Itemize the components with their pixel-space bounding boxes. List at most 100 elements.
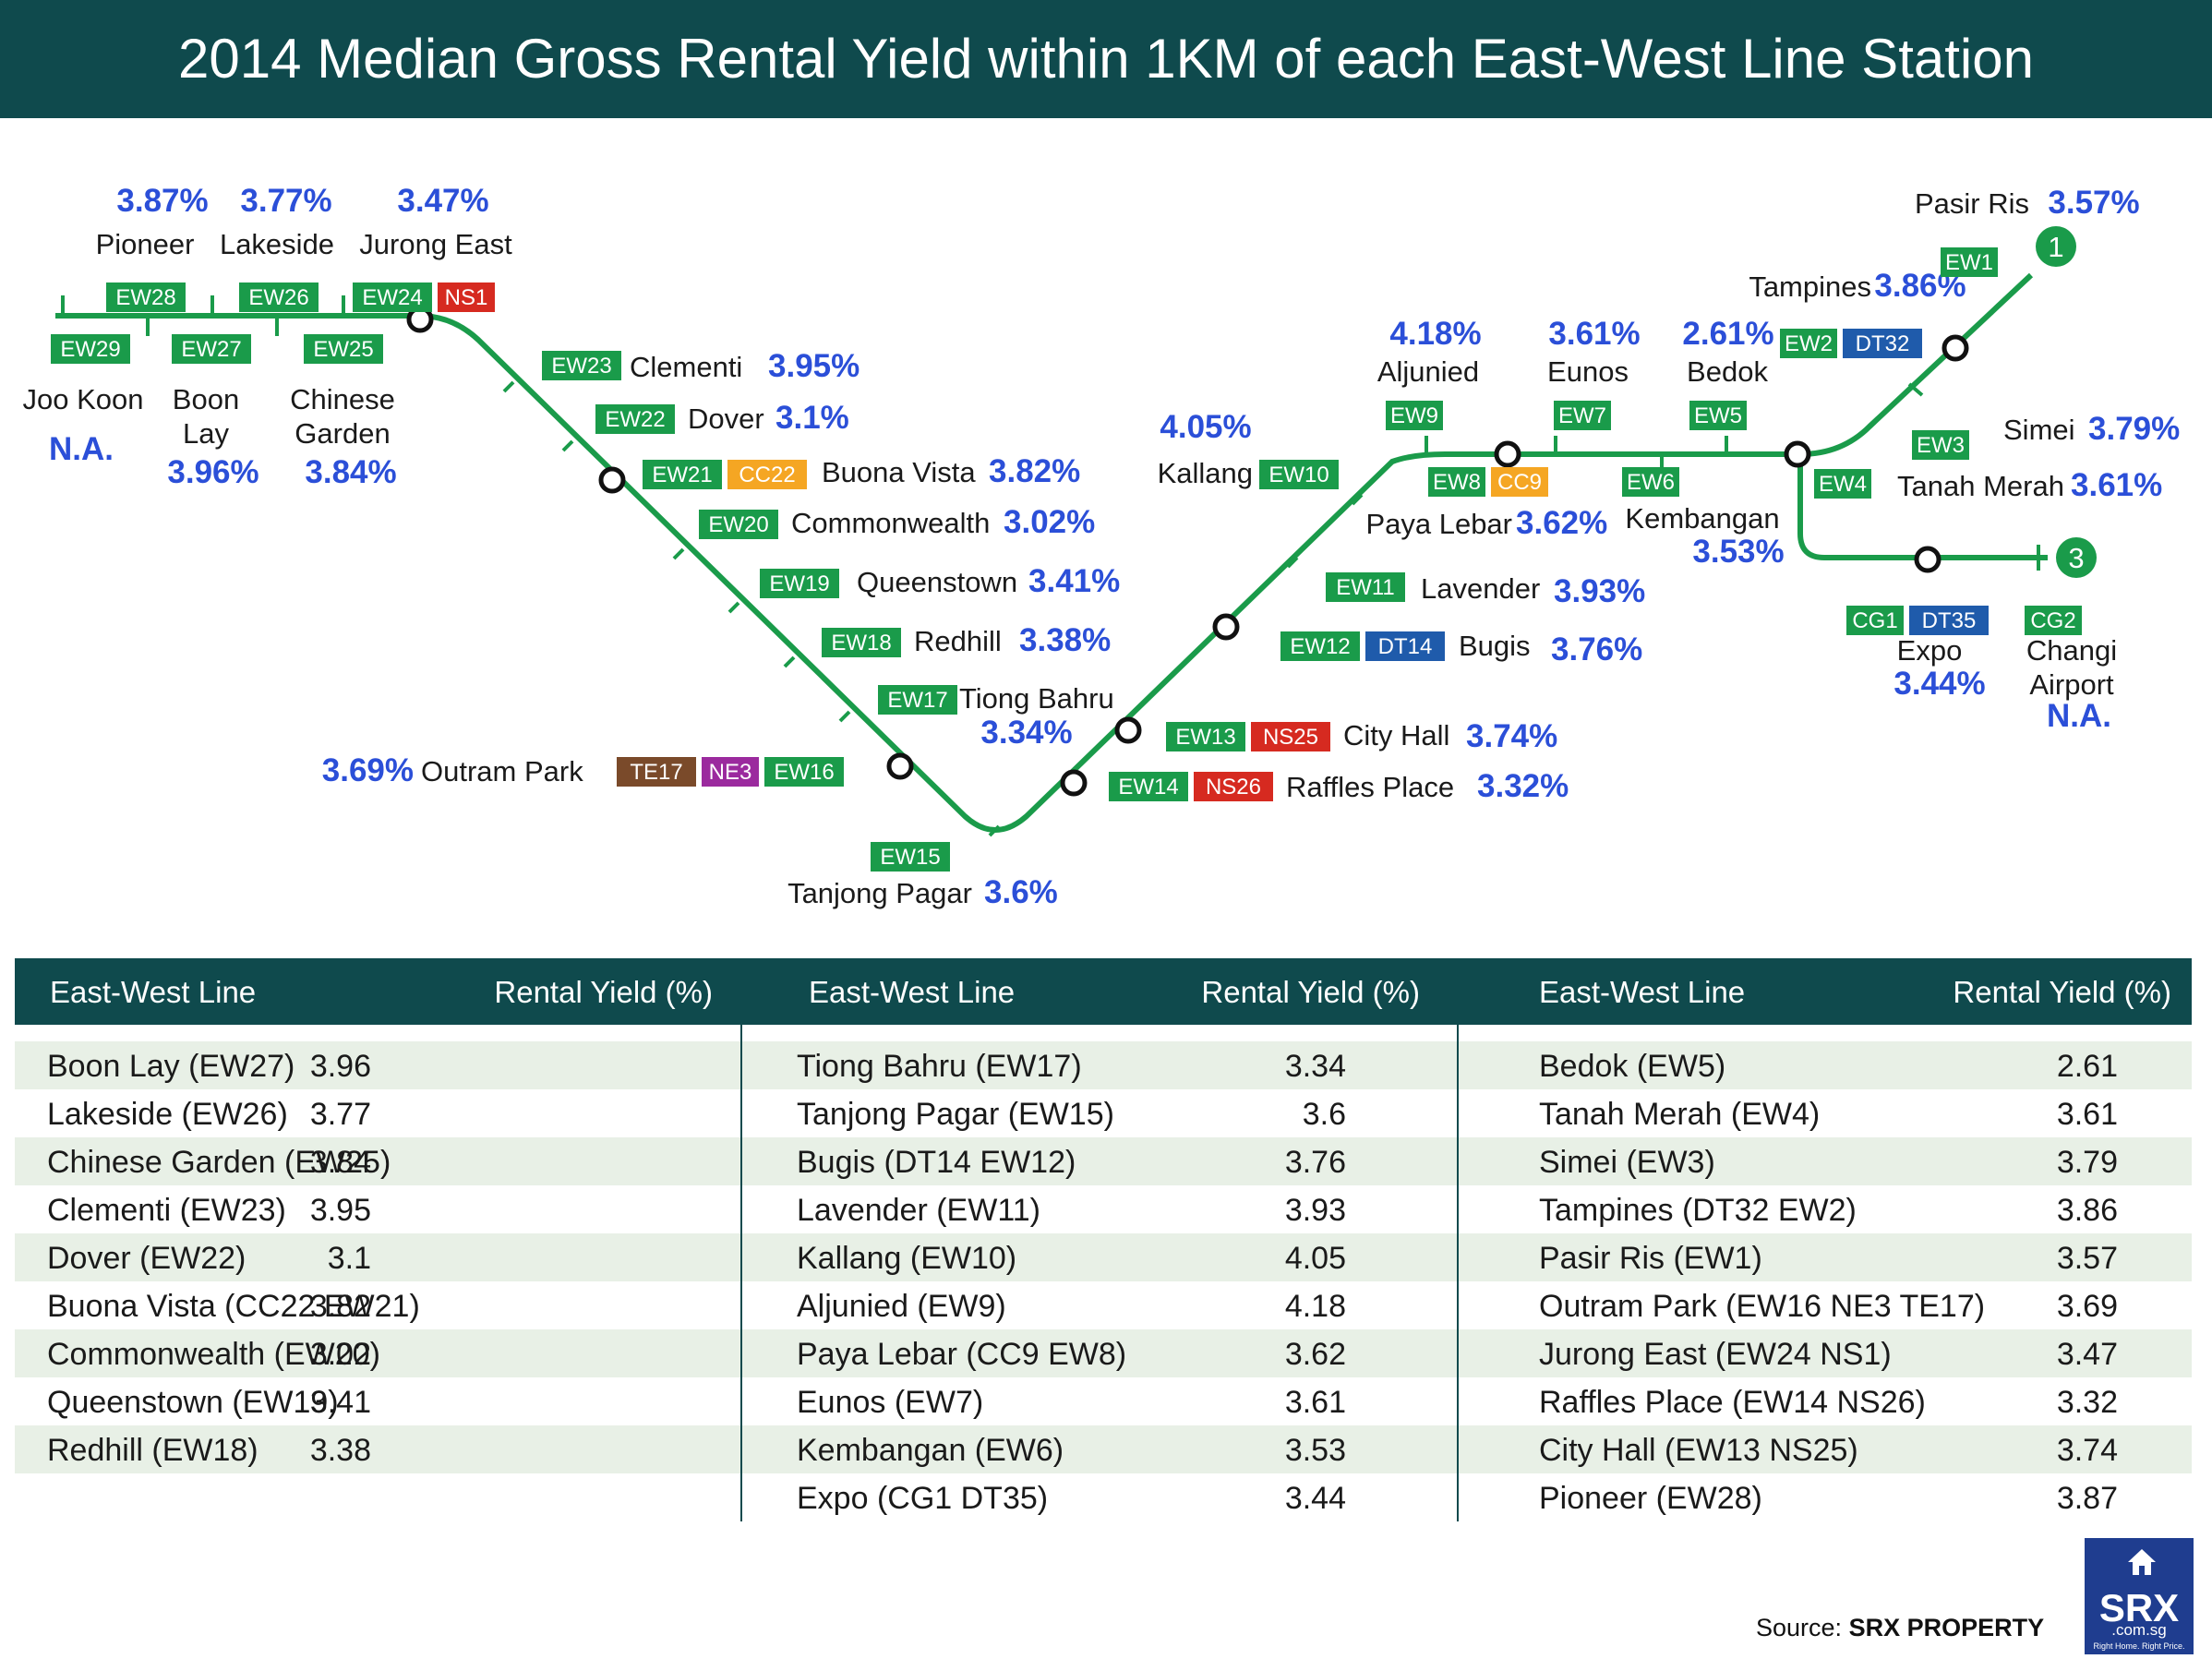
- station-yield: 3.79%: [2088, 411, 2180, 447]
- header-yield: Rental Yield (%): [494, 975, 713, 1009]
- station-name: Redhill: [914, 625, 1002, 657]
- line-code-text: EW10: [1268, 463, 1328, 487]
- yield-table: East-West Line Rental Yield (%) East-West …: [15, 958, 2192, 1521]
- cell-station: Tiong Bahru (EW17): [797, 1049, 1082, 1084]
- line-code-badge: EW9: [1386, 401, 1443, 430]
- station-name: Outram Park: [421, 755, 583, 787]
- line-code-badge: CC22: [727, 460, 807, 489]
- line-code-badge: EW26: [239, 283, 319, 312]
- station-jurong-east: EW24 NS1 Jurong East 3.47%: [353, 183, 512, 312]
- line-code-badge: EW6: [1622, 467, 1679, 497]
- cell-station: Chinese Garden (EW25): [47, 1145, 391, 1180]
- interchange-city-hall: [1114, 716, 1142, 744]
- line-code-badge: EW10: [1259, 460, 1339, 489]
- line-code-badge: EW24: [353, 283, 432, 312]
- cell-yield: 3.95: [309, 1193, 371, 1228]
- station-simei: EW3 Simei 3.79%: [1912, 411, 2180, 460]
- line-code-text: EW12: [1290, 634, 1350, 659]
- cell-yield: 3.02: [309, 1337, 371, 1372]
- cell-yield: 3.34: [1284, 1049, 1346, 1084]
- station-yield: 3.1%: [775, 400, 849, 436]
- station-yield: 3.76%: [1551, 631, 1642, 667]
- station-tick: [838, 710, 851, 723]
- station-expo: [1914, 546, 1942, 573]
- station-tanah-merah: EW4 Tanah Merah 3.61%: [1814, 467, 2162, 503]
- line-code-text: EW29: [60, 337, 120, 362]
- table-cell: Queenstown (EW19) 3.41: [15, 1377, 740, 1425]
- ew-line-path: [55, 272, 2034, 833]
- station-clementi: EW23 Clementi 3.95%: [542, 348, 860, 384]
- station-yield: 3.77%: [240, 183, 331, 219]
- station-name: Lay: [183, 417, 229, 450]
- line-code-text: EW25: [313, 337, 373, 362]
- line-code-text: EW4: [1819, 472, 1867, 497]
- line-code-text: NS1: [445, 285, 488, 310]
- cell-station: Pasir Ris (EW1): [1539, 1241, 1762, 1276]
- station-city-hall: EW13 NS25 City Hall 3.74%: [1166, 718, 1557, 754]
- line-code-text: CC9: [1497, 470, 1542, 495]
- station-tick: [727, 601, 740, 614]
- table-cell: Redhill (EW18) 3.38: [15, 1425, 740, 1473]
- station-yield: 3.87%: [116, 183, 208, 219]
- line-code-text: EW5: [1694, 403, 1742, 428]
- line-code-badge: DT32: [1843, 329, 1922, 358]
- station-name: Eunos: [1547, 355, 1629, 388]
- station-yield: 3.38%: [1019, 622, 1111, 658]
- station-yield: 3.74%: [1466, 718, 1557, 754]
- station-tick: [1286, 556, 1299, 569]
- line-code-badge: EW12: [1280, 631, 1360, 661]
- line-code-text: EW18: [831, 631, 891, 655]
- header-line: East-West Line: [50, 975, 257, 1009]
- station-yield: 3.6%: [984, 874, 1058, 910]
- table-row: Dover (EW22) 3.1 Kallang (EW10) 4.05 Pasir R…: [15, 1233, 2192, 1281]
- cell-yield: 2.61: [2056, 1049, 2118, 1084]
- station-tick: [502, 380, 515, 393]
- station-name: Changi: [2026, 634, 2117, 667]
- line-code-text: NS25: [1263, 725, 1318, 750]
- cell-station: Buona Vista (CC22 EW21): [47, 1289, 420, 1324]
- station-yield: 3.57%: [2048, 185, 2139, 221]
- line-code-badge: DT14: [1365, 631, 1445, 661]
- source-prefix: Source:: [1756, 1614, 1843, 1641]
- line-code-text: EW1: [1945, 250, 1993, 275]
- cell-station: City Hall (EW13 NS25): [1539, 1433, 1858, 1468]
- cell-station: Raffles Place (EW14 NS26): [1539, 1385, 1926, 1420]
- line-code-badge: CG1: [1846, 606, 1904, 635]
- table-cell: Tiong Bahru (EW17) 3.34: [740, 1041, 1457, 1089]
- cell-station: Eunos (EW7): [797, 1385, 984, 1420]
- station-name: Paya Lebar: [1365, 508, 1512, 540]
- station-tampines: [1942, 334, 1969, 362]
- terminal-number: 1: [2048, 231, 2063, 263]
- line-code-badge: EW13: [1166, 722, 1245, 751]
- line-code-badge: EW2: [1780, 329, 1837, 358]
- cell-station: Clementi (EW23): [47, 1193, 286, 1228]
- line-code-badge: EW22: [595, 404, 675, 434]
- station-yield: 3.61%: [1548, 316, 1640, 352]
- station-name: Bugis: [1459, 630, 1531, 662]
- station-name: Expo: [1897, 634, 1963, 667]
- cell-station: Tanah Merah (EW4): [1539, 1097, 1821, 1132]
- line-code-badge: EW20: [699, 510, 778, 539]
- terminal-marker: 3: [2056, 537, 2097, 578]
- header-yield: Rental Yield (%): [1201, 975, 1420, 1009]
- station-name: Simei: [2003, 414, 2075, 446]
- cell-station: Outram Park (EW16 NE3 TE17): [1539, 1289, 1986, 1324]
- cell-station: Tanjong Pagar (EW15): [797, 1097, 1114, 1132]
- table-cell: Lavender (EW11) 3.93: [740, 1185, 1457, 1233]
- line-code-badge: CG2: [2025, 606, 2082, 635]
- line-code-badge: EW4: [1814, 469, 1871, 499]
- table-row: Commonwealth (EW20) 3.02 Paya Lebar (CC9 E…: [15, 1329, 2192, 1377]
- cell-yield: 3.32: [2056, 1385, 2118, 1420]
- line-code-badge: EW11: [1326, 572, 1405, 602]
- cell-yield: 3.1: [327, 1241, 371, 1276]
- line-code-text: EW6: [1627, 470, 1675, 495]
- station-queenstown: EW19 Queenstown 3.41%: [760, 563, 1120, 599]
- source-credit: Source: SRX PROPERTY: [1756, 1614, 2044, 1642]
